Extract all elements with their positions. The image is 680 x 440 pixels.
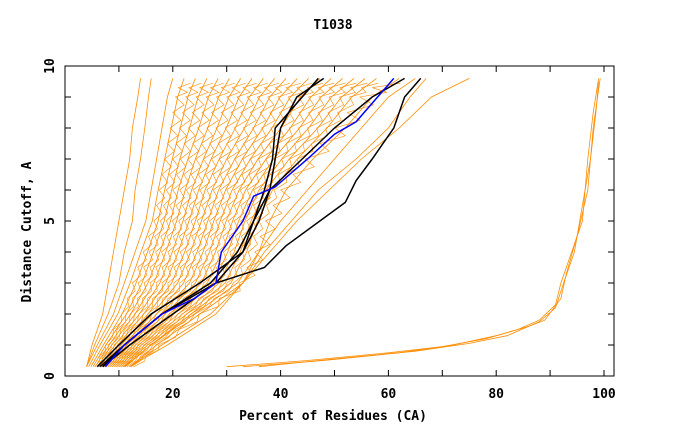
model-series-line: [128, 82, 368, 367]
model-series-line: [118, 78, 343, 367]
x-tick-label: 40: [273, 387, 289, 402]
y-tick-label: 0: [43, 372, 58, 380]
x-tick-label: 0: [61, 387, 69, 402]
highlight-series-line-black: [96, 77, 325, 368]
model-series-line: [107, 78, 287, 367]
model-series-line: [105, 78, 276, 367]
model-series-line: [226, 78, 599, 368]
model-series-line: [129, 78, 427, 368]
model-series-line: [105, 82, 246, 367]
model-series-line: [126, 82, 357, 367]
model-series-line: [258, 81, 599, 368]
x-tick-label: 100: [592, 387, 616, 402]
model-series-line: [133, 82, 401, 367]
model-series-line: [88, 78, 185, 367]
model-series-line: [103, 78, 264, 367]
model-series-line: [86, 78, 174, 367]
chart-title: T1038: [313, 18, 352, 33]
highlight-series-line-black: [102, 77, 422, 368]
model-series-line: [92, 78, 208, 367]
model-series-line: [112, 78, 309, 367]
model-series-line: [125, 78, 377, 368]
model-series-line: [116, 78, 332, 367]
model-series-line: [96, 78, 230, 367]
x-tick-label: 60: [381, 387, 397, 402]
model-series-line: [113, 82, 291, 367]
model-series-line: [122, 82, 335, 367]
model-series-line: [86, 78, 141, 367]
model-series-line: [131, 82, 379, 367]
highlight-series-line-black: [99, 77, 319, 368]
model-series-line: [107, 82, 257, 367]
model-series-line: [129, 78, 470, 368]
model-series-line: [120, 82, 324, 367]
model-series-line: [86, 78, 152, 367]
model-series-line: [94, 78, 219, 367]
model-series-line: [99, 78, 242, 367]
x-tick-label: 20: [165, 387, 181, 402]
x-tick-label: 80: [488, 387, 504, 402]
model-series-line: [109, 82, 268, 367]
model-series-line: [129, 78, 400, 368]
model-series-line: [111, 82, 280, 367]
model-series-line: [120, 78, 355, 367]
y-axis-label: Distance Cutoff, A: [20, 161, 35, 302]
model-series-line: [124, 82, 346, 367]
model-series-line: [124, 78, 416, 368]
model-series-line: [103, 82, 235, 367]
y-tick-label: 10: [43, 58, 58, 74]
tick-layer: 0 20 40 60 80 100 0 5 10: [43, 58, 616, 402]
model-series-line: [98, 82, 213, 367]
highlight-series-line-blue: [104, 77, 395, 368]
model-series-line: [94, 82, 191, 367]
y-tick-label: 5: [43, 217, 58, 225]
model-series-line: [90, 78, 196, 367]
model-series-line: [242, 78, 601, 368]
x-axis-label: Percent of Residues (CA): [239, 409, 427, 424]
model-series-line: [101, 78, 253, 367]
model-series-line: [96, 82, 202, 367]
model-series-line: [122, 78, 366, 367]
model-series-line: [100, 82, 224, 367]
series-layer: [86, 77, 601, 368]
